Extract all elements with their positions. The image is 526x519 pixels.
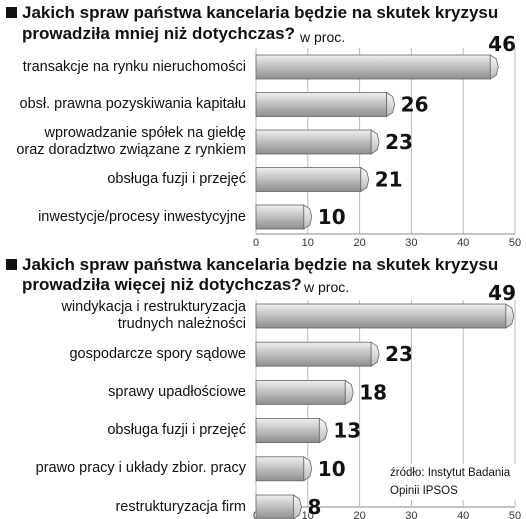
category-label: wprowadzanie spółek na giełdę oraz doradz… (0, 125, 246, 159)
category-label-line: trudnych należności (117, 316, 246, 332)
x-tick-label: 40 (457, 237, 469, 249)
category-label: obsł. prawna pozyskiwania kapitału (0, 96, 247, 113)
bar (255, 204, 313, 230)
source-note: źródło: Instytut Badania Opinii IPSOS (390, 464, 520, 500)
data-label: 23 (385, 130, 413, 154)
bar (255, 494, 302, 519)
source-line-2: Opinii IPSOS (390, 485, 458, 497)
chart-title-line-1: Jakich spraw państwa kancelaria będzie n… (22, 255, 499, 274)
bar (255, 91, 396, 118)
data-label: 10 (318, 457, 346, 481)
category-label: windykacja i restrukturyzacja trudnych na… (0, 299, 246, 333)
category-label: sprawy upadłościowe (0, 384, 246, 401)
x-tick-label: 10 (302, 237, 314, 249)
data-label: 49 (488, 281, 516, 305)
chart-title-line-2: prowadziła więcej niż dotychczas? (22, 275, 302, 294)
data-label: 18 (359, 380, 387, 404)
bar (255, 417, 328, 444)
data-label: 21 (375, 168, 403, 192)
category-label: obsługa fuzji i przejęć (0, 171, 246, 188)
category-label: obsługa fuzji i przejęć (0, 422, 246, 439)
unit-label: w proc. (304, 279, 350, 295)
bar (255, 54, 499, 80)
category-label-line: obsługa fuzji i przejęć (107, 171, 246, 187)
x-tick-label: 50 (509, 237, 521, 249)
category-label-line: obsługa fuzji i przejęć (107, 422, 246, 439)
x-tick-label: 40 (457, 510, 469, 519)
category-label-line: oraz doradztwo związane z rynkiem (16, 142, 246, 158)
bar (255, 456, 313, 482)
category-label-line: transakcje na rynku nieruchomości (22, 58, 246, 75)
data-label: 46 (488, 32, 516, 56)
bar (255, 129, 380, 155)
bullet-square-icon (6, 7, 17, 18)
x-tick-label: 30 (405, 510, 417, 519)
category-label: prawo pracy i układy zbior. pracy (0, 460, 246, 477)
bullet-square-icon (6, 259, 17, 270)
category-label-line: sprawy upadłościowe (108, 383, 246, 400)
chart-title-line-1: Jakich spraw państwa kancelaria będzie n… (22, 3, 499, 22)
x-tick-label: 50 (509, 510, 521, 519)
category-label-line: inwestycje/procesy inwestycyjne (38, 208, 246, 225)
x-tick-label: 20 (353, 237, 365, 249)
category-label-line: gospodarcze spory sądowe (69, 345, 246, 362)
category-label: transakcje na rynku nieruchomości (0, 59, 246, 76)
category-label: gospodarcze spory sądowe (0, 346, 246, 363)
bar (255, 166, 370, 193)
bar-chart-less: 0 10 20 30 40 50 46 26 23 21 10 (253, 32, 521, 249)
x-tick-label: 0 (253, 237, 259, 249)
data-label: 8 (307, 495, 321, 519)
data-label: 26 (401, 93, 429, 117)
source-line-1: źródło: Instytut Badania (390, 467, 511, 479)
bar (255, 341, 380, 367)
bar-chart-more: 0102030405049231813108 (253, 281, 521, 519)
category-label-line: prawo pracy i układy zbior. pracy (35, 460, 246, 477)
category-label-line: wprowadzanie spółek na giełdę (44, 125, 246, 141)
category-label-line: restrukturyzacja firm (115, 498, 246, 515)
category-label-line: windykacja i restrukturyzacja (61, 299, 246, 315)
unit-label: w proc. (300, 29, 346, 45)
category-label-line: obsł. prawna pozyskiwania kapitału (19, 96, 247, 112)
data-label: 23 (385, 342, 413, 366)
bar (255, 303, 515, 329)
category-label: inwestycje/procesy inwestycyjne (0, 209, 246, 226)
chart-panel-less: Jakich spraw państwa kancelaria będzie n… (0, 0, 526, 255)
x-tick-label: 30 (405, 237, 417, 249)
bar (255, 379, 354, 406)
x-tick-label: 20 (353, 510, 365, 519)
data-label: 10 (318, 205, 346, 229)
x-tick-label: 10 (302, 510, 314, 519)
category-label: restrukturyzacja firm (0, 499, 246, 516)
chart-panel-more: Jakich spraw państwa kancelaria będzie n… (0, 252, 526, 519)
data-label: 13 (333, 419, 361, 443)
chart-title-line-2: prowadziła mniej niż dotychczas? (22, 24, 295, 43)
